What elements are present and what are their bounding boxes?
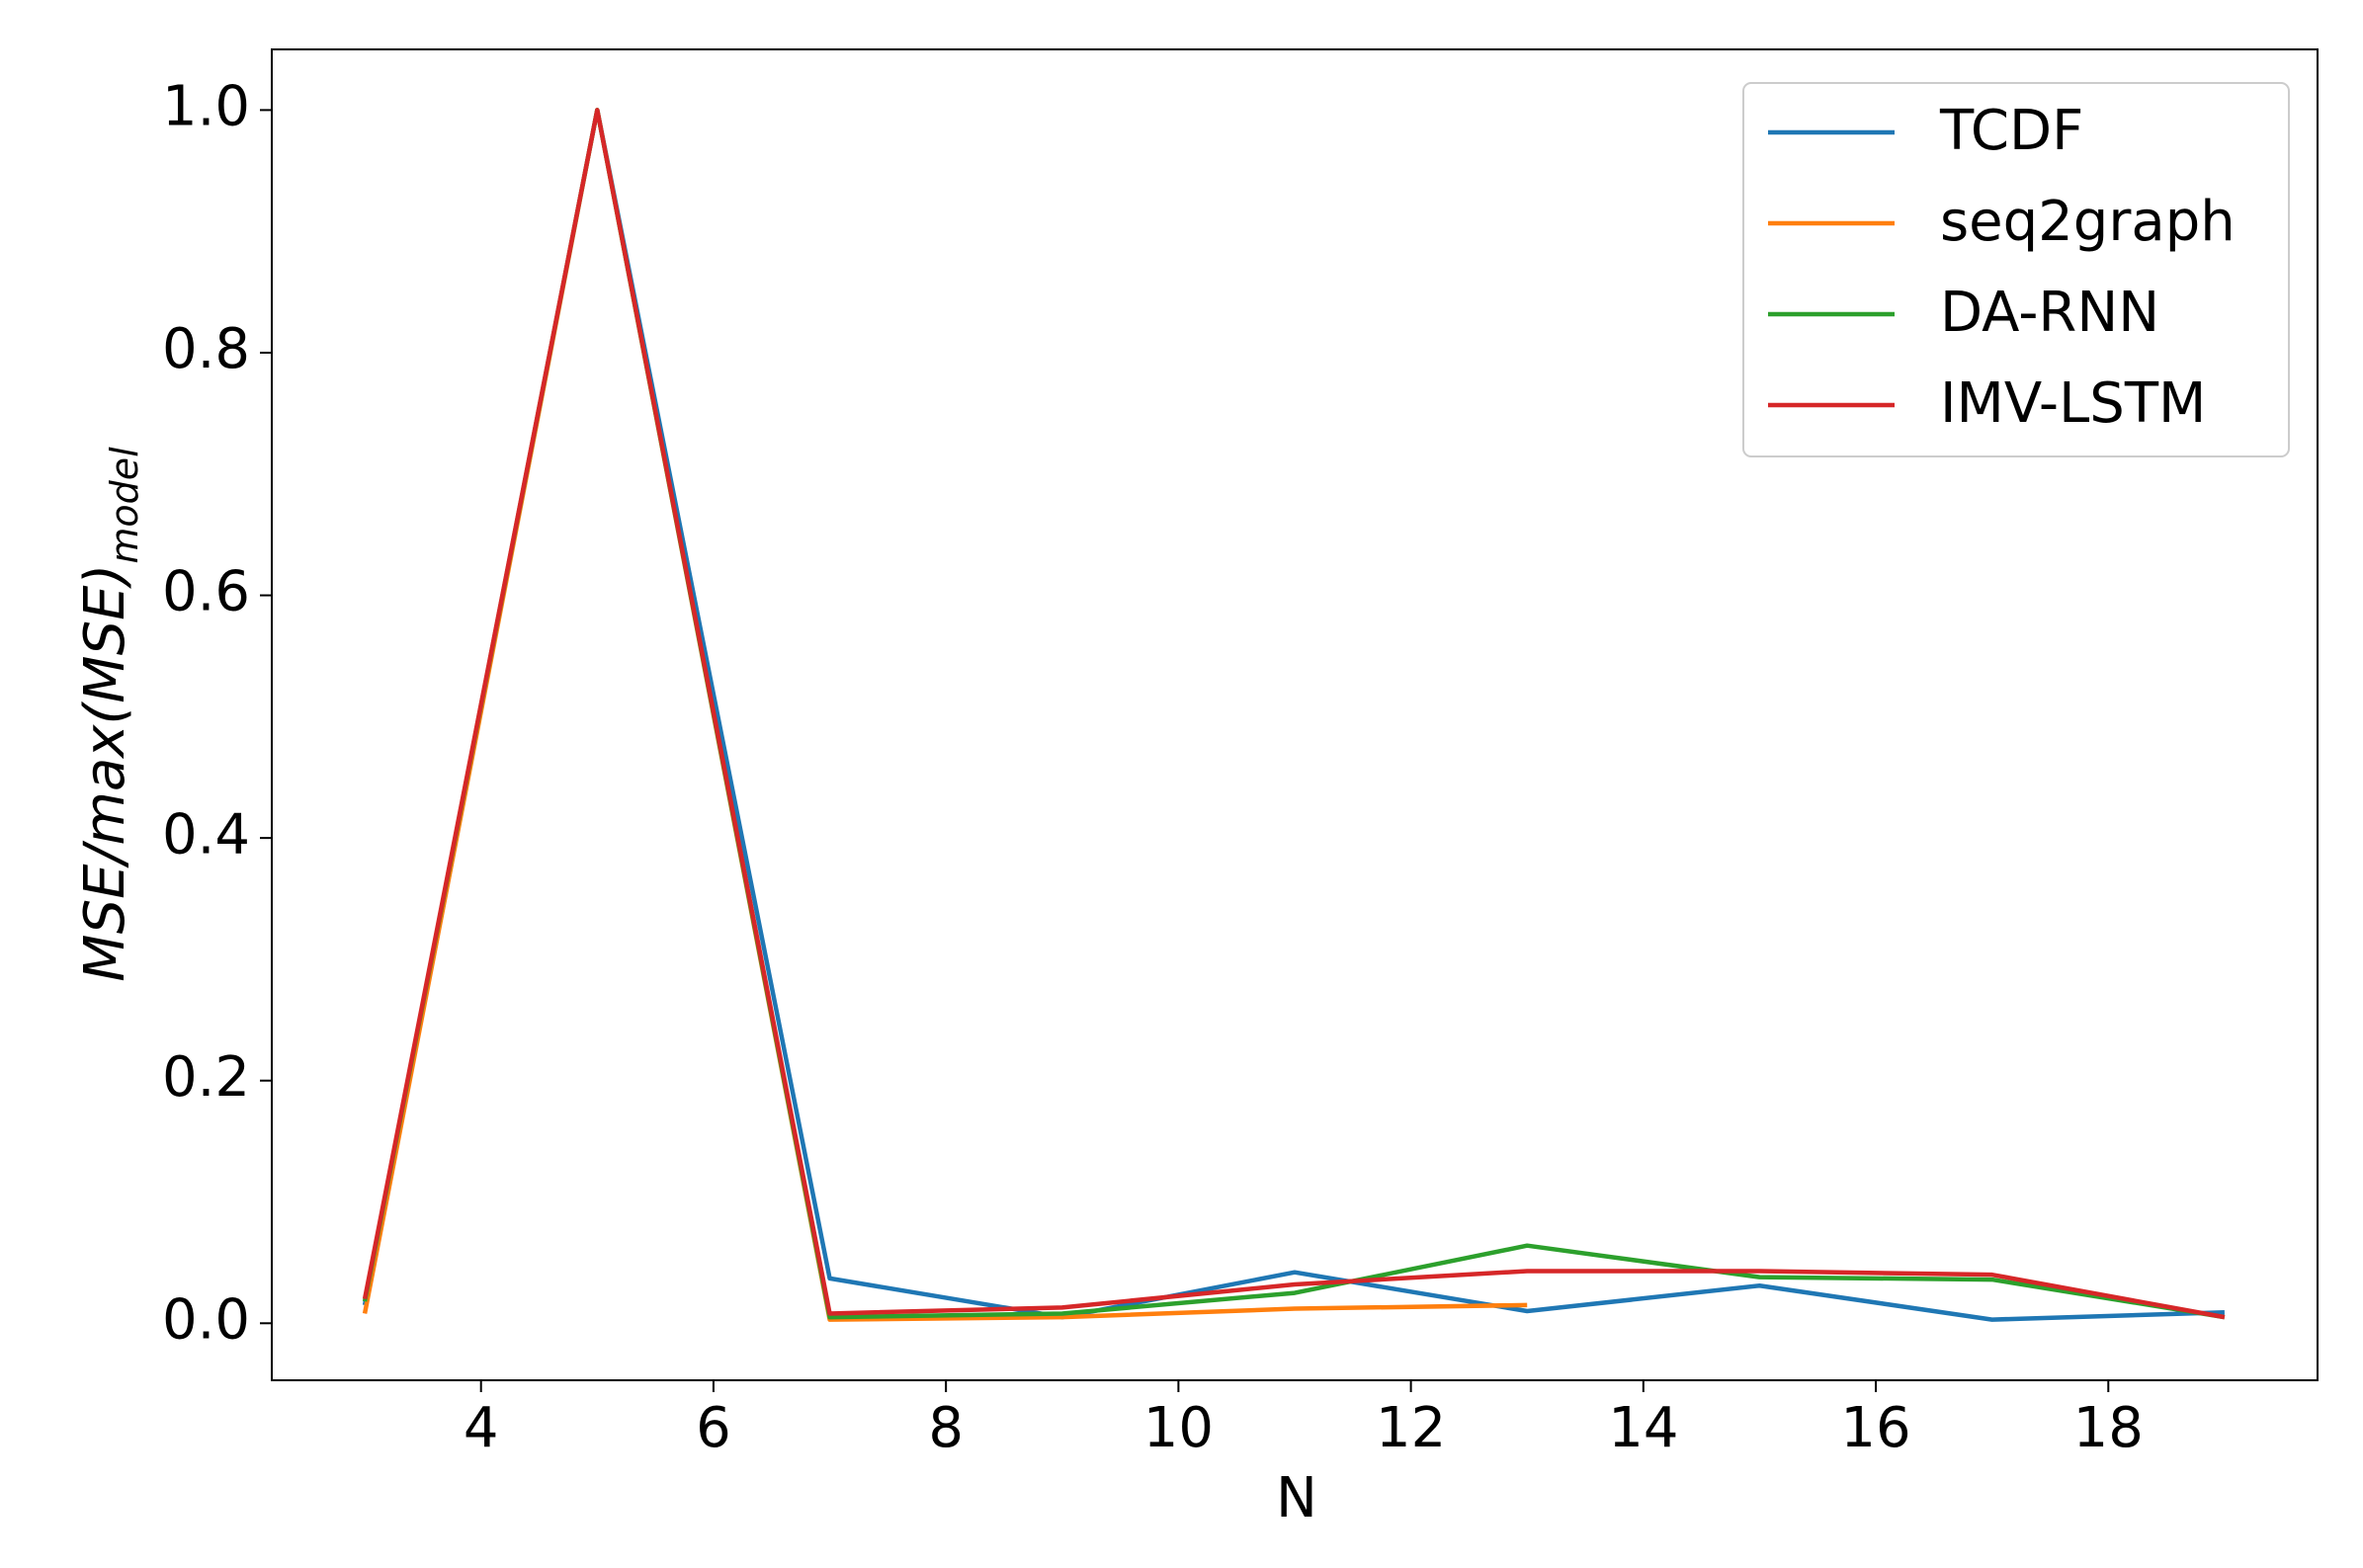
y-axis-label-main: MSE/max(MSE) xyxy=(73,564,137,982)
x-axis-label: N xyxy=(1276,1466,1317,1530)
series-line xyxy=(362,108,1528,1322)
legend-label: DA-RNN xyxy=(1940,281,2159,345)
y-axis-label-subscript: model xyxy=(103,447,146,564)
y-tick-label: 0.2 xyxy=(162,1045,250,1110)
y-tick-label: 0.6 xyxy=(162,560,250,624)
series-line xyxy=(362,108,2225,1322)
x-tick-label: 4 xyxy=(464,1396,499,1460)
y-tick-label: 0.8 xyxy=(162,317,250,381)
x-tick-label: 6 xyxy=(696,1396,731,1460)
y-tick-label: 0.0 xyxy=(162,1287,250,1352)
legend-label: IMV-LSTM xyxy=(1940,371,2206,436)
plot-frame xyxy=(271,48,2319,1381)
x-tick-label: 18 xyxy=(2073,1396,2144,1460)
x-tick-label: 16 xyxy=(1840,1396,1910,1460)
y-tick-label: 1.0 xyxy=(162,75,250,139)
y-tick-label: 0.4 xyxy=(162,802,250,867)
x-tick-label: 8 xyxy=(928,1396,964,1460)
y-axis-label: MSE/max(MSE)model xyxy=(73,447,145,982)
legend-box xyxy=(1742,82,2290,457)
legend: TCDF seq2graph DA-RNN IMV-LSTM xyxy=(1742,82,2290,457)
x-tick-label: 12 xyxy=(1376,1396,1446,1460)
legend-label: seq2graph xyxy=(1940,190,2236,254)
x-tick-label: 14 xyxy=(1608,1396,1678,1460)
series-line xyxy=(362,108,2226,1320)
x-tick-label: 10 xyxy=(1143,1396,1214,1460)
legend-label: TCDF xyxy=(1939,99,2083,163)
